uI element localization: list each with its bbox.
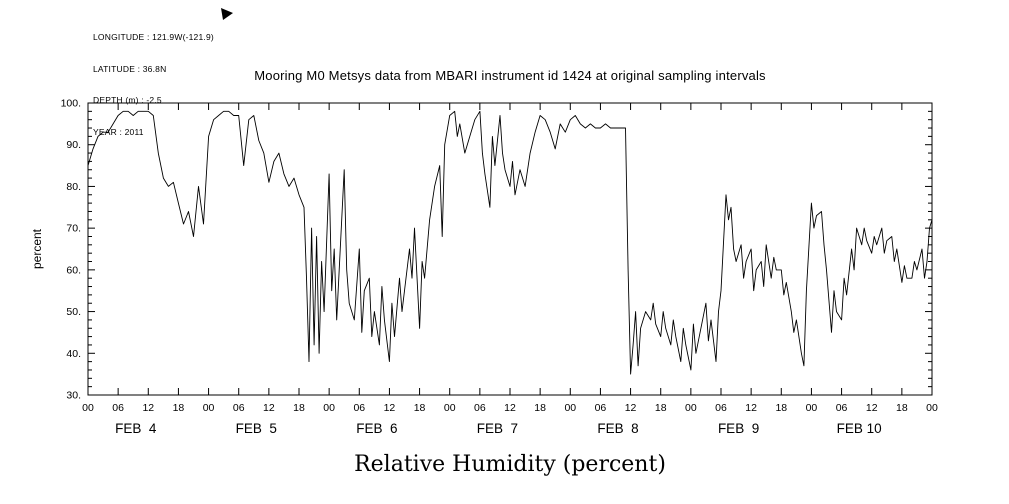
y-tick-label: 70. [66,223,81,235]
x-tick-label: 00 [323,402,335,414]
x-tick-label: 12 [263,402,275,414]
chart-title: Mooring M0 Metsys data from MBARI instru… [254,68,766,83]
x-axis-caption: Relative Humidity (percent) [354,452,666,477]
x-tick-label: 12 [745,402,757,414]
x-tick-label: 00 [564,402,576,414]
info-latitude: LATITUDE : 36.8N [93,63,167,74]
x-tick-label: 00 [82,402,94,414]
info-depth: DEPTH (m) : -2.5 [93,95,162,105]
x-tick-label: 18 [655,402,667,414]
x-tick-label: 18 [775,402,787,414]
y-tick-label: 30. [66,390,81,402]
x-tick-label: 06 [595,402,607,414]
x-tick-label: 18 [534,402,546,414]
x-tick-label: 00 [685,402,697,414]
mouse-cursor-icon [221,8,233,20]
info-year: YEAR : 2011 [93,126,144,137]
x-tick-label: 12 [866,402,878,414]
x-tick-label: 06 [715,402,727,414]
y-tick-label: 50. [66,306,81,318]
x-tick-label: 00 [203,402,215,414]
y-tick-label: 60. [66,264,81,276]
day-label: FEB 8 [597,421,638,436]
x-tick-label: 18 [293,402,305,414]
x-tick-label: 18 [896,402,908,414]
station-info-block: LONGITUDE : 121.9W(-121.9) LATITUDE : 36… [93,11,214,158]
day-label: FEB 4 [115,421,157,436]
x-tick-label: 00 [806,402,818,414]
day-label: FEB 10 [837,421,882,436]
x-tick-label: 00 [444,402,456,414]
x-tick-label: 12 [504,402,516,414]
x-tick-label: 12 [384,402,396,414]
x-tick-label: 00 [926,402,938,414]
x-tick-label: 12 [625,402,637,414]
info-longitude: LONGITUDE : 121.9W(-121.9) [93,32,214,42]
x-tick-label: 06 [474,402,486,414]
y-tick-label: 80. [66,181,81,193]
x-tick-label: 06 [836,402,848,414]
day-label: FEB 5 [236,421,277,436]
day-label: FEB 9 [718,421,759,436]
x-tick-label: 06 [233,402,245,414]
humidity-line [87,110,933,375]
y-tick-label: 100. [61,98,81,110]
x-tick-label: 06 [112,402,124,414]
x-tick-label: 18 [414,402,426,414]
y-tick-label: 40. [66,348,81,360]
x-tick-label: 18 [173,402,185,414]
day-label: FEB 7 [477,421,518,436]
x-tick-label: 06 [353,402,365,414]
y-tick-label: 90. [66,139,81,151]
day-label: FEB 6 [356,421,397,436]
plot-frame [87,102,933,396]
x-tick-label: 12 [142,402,154,414]
